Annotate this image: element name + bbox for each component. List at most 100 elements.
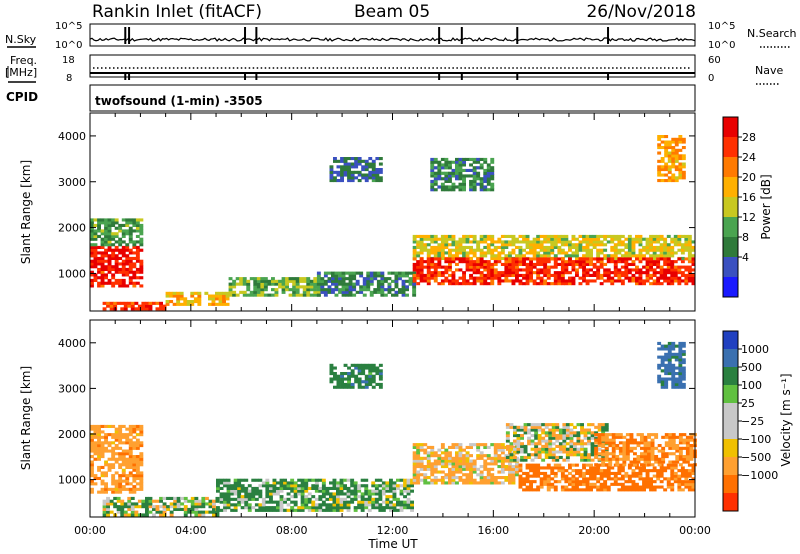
- heatmap-cell: [173, 505, 178, 509]
- heatmap-cell: [659, 471, 664, 475]
- heatmap-cell: [331, 277, 335, 281]
- heatmap-cell: [666, 477, 671, 481]
- heatmap-cell: [90, 435, 94, 439]
- heatmap-cell: [635, 257, 639, 261]
- heatmap-cell: [613, 254, 618, 258]
- heatmap-cell: [551, 431, 556, 435]
- heatmap-cell: [419, 467, 424, 471]
- heatmap-cell: [118, 455, 123, 459]
- heatmap-cell: [448, 243, 452, 247]
- heatmap-cell: [403, 489, 407, 493]
- heatmap-cell: [684, 234, 689, 238]
- heatmap-cell: [635, 488, 639, 492]
- heatmap-cell: [657, 444, 662, 448]
- heatmap-cell: [300, 508, 305, 512]
- heatmap-cell: [327, 279, 332, 283]
- heatmap-cell: [469, 240, 473, 244]
- heatmap-cell: [645, 257, 650, 261]
- heatmap-cell: [165, 302, 170, 306]
- heatmap-cell: [606, 257, 611, 261]
- velocity-tick-label: −500: [741, 451, 771, 464]
- heatmap-cell: [345, 288, 349, 292]
- heatmap-cell: [371, 377, 376, 381]
- heatmap-cell: [625, 457, 630, 461]
- heatmap-cell: [638, 485, 643, 489]
- heatmap-cell: [675, 457, 680, 461]
- heatmap-cell: [197, 291, 202, 295]
- heatmap-cell: [111, 284, 116, 288]
- heatmap-cell: [611, 446, 616, 450]
- heatmap-cell: [125, 254, 130, 258]
- heatmap-cell: [437, 163, 442, 167]
- heatmap-cell: [212, 502, 216, 506]
- heatmap-cell: [671, 162, 676, 166]
- heatmap-cell: [525, 485, 530, 489]
- heatmap-cell: [687, 273, 692, 277]
- heatmap-cell: [423, 456, 428, 460]
- heatmap-cell: [426, 445, 431, 449]
- heatmap-cell: [560, 471, 565, 475]
- freq-label-2: [MHz]: [5, 66, 37, 79]
- heatmap-cell: [663, 469, 668, 473]
- heatmap-cell: [290, 478, 295, 482]
- heatmap-cell: [610, 234, 615, 238]
- heatmap-cell: [279, 497, 284, 501]
- heatmap-cell: [472, 188, 477, 192]
- heatmap-cell: [592, 240, 597, 244]
- heatmap-cell: [565, 458, 570, 462]
- heatmap-cell: [564, 485, 569, 489]
- y-tick-label: 3000: [58, 382, 86, 395]
- heatmap-cell: [515, 276, 519, 280]
- heatmap-cell: [132, 262, 137, 266]
- heatmap-cell: [350, 484, 355, 488]
- heatmap-cell: [536, 243, 541, 247]
- heatmap-cell: [226, 489, 231, 493]
- heatmap-cell: [656, 485, 661, 489]
- heatmap-cell: [562, 434, 567, 438]
- heatmap-cell: [635, 265, 639, 269]
- heatmap-cell: [667, 151, 672, 155]
- heatmap-cell: [667, 168, 672, 172]
- heatmap-cell: [490, 168, 495, 172]
- heatmap-cell: [610, 477, 615, 481]
- heatmap-cell: [258, 484, 263, 488]
- heatmap-cell: [511, 271, 516, 275]
- heatmap-cell: [132, 245, 137, 249]
- heatmap-cell: [568, 240, 572, 244]
- heatmap-cell: [430, 248, 435, 252]
- heatmap-cell: [378, 363, 383, 367]
- heatmap-cell: [543, 240, 548, 244]
- heatmap-cell: [130, 507, 135, 511]
- heatmap-cell: [139, 248, 144, 252]
- heatmap-cell: [440, 256, 445, 260]
- heatmap-cell: [111, 223, 116, 227]
- heatmap-cell: [228, 290, 233, 294]
- heatmap-cell: [671, 446, 676, 450]
- heatmap-cell: [691, 268, 696, 272]
- heatmap-cell: [597, 444, 602, 448]
- heatmap-cell: [114, 460, 119, 464]
- heatmap-cell: [430, 462, 435, 466]
- heatmap-cell: [516, 428, 521, 432]
- heatmap-cell: [629, 441, 634, 445]
- heatmap-cell: [657, 380, 662, 384]
- heatmap-cell: [625, 449, 630, 453]
- heatmap-cell: [155, 307, 160, 311]
- heatmap-cell: [515, 237, 519, 241]
- heatmap-cell: [375, 179, 380, 183]
- heatmap-cell: [128, 248, 133, 252]
- heatmap-cell: [490, 481, 495, 485]
- colorbar-segment: [723, 403, 738, 422]
- heatmap-cell: [376, 282, 381, 286]
- heatmap-cell: [357, 363, 362, 367]
- heatmap-cell: [527, 455, 531, 459]
- heatmap-cell: [509, 453, 514, 457]
- heatmap-cell: [571, 463, 576, 467]
- heatmap-cell: [564, 240, 569, 244]
- heatmap-cell: [599, 282, 604, 286]
- heatmap-cell: [691, 240, 696, 244]
- heatmap-cell: [663, 257, 668, 261]
- heatmap-cell: [378, 497, 383, 501]
- heatmap-cell: [444, 237, 449, 241]
- heatmap-cell: [462, 248, 466, 252]
